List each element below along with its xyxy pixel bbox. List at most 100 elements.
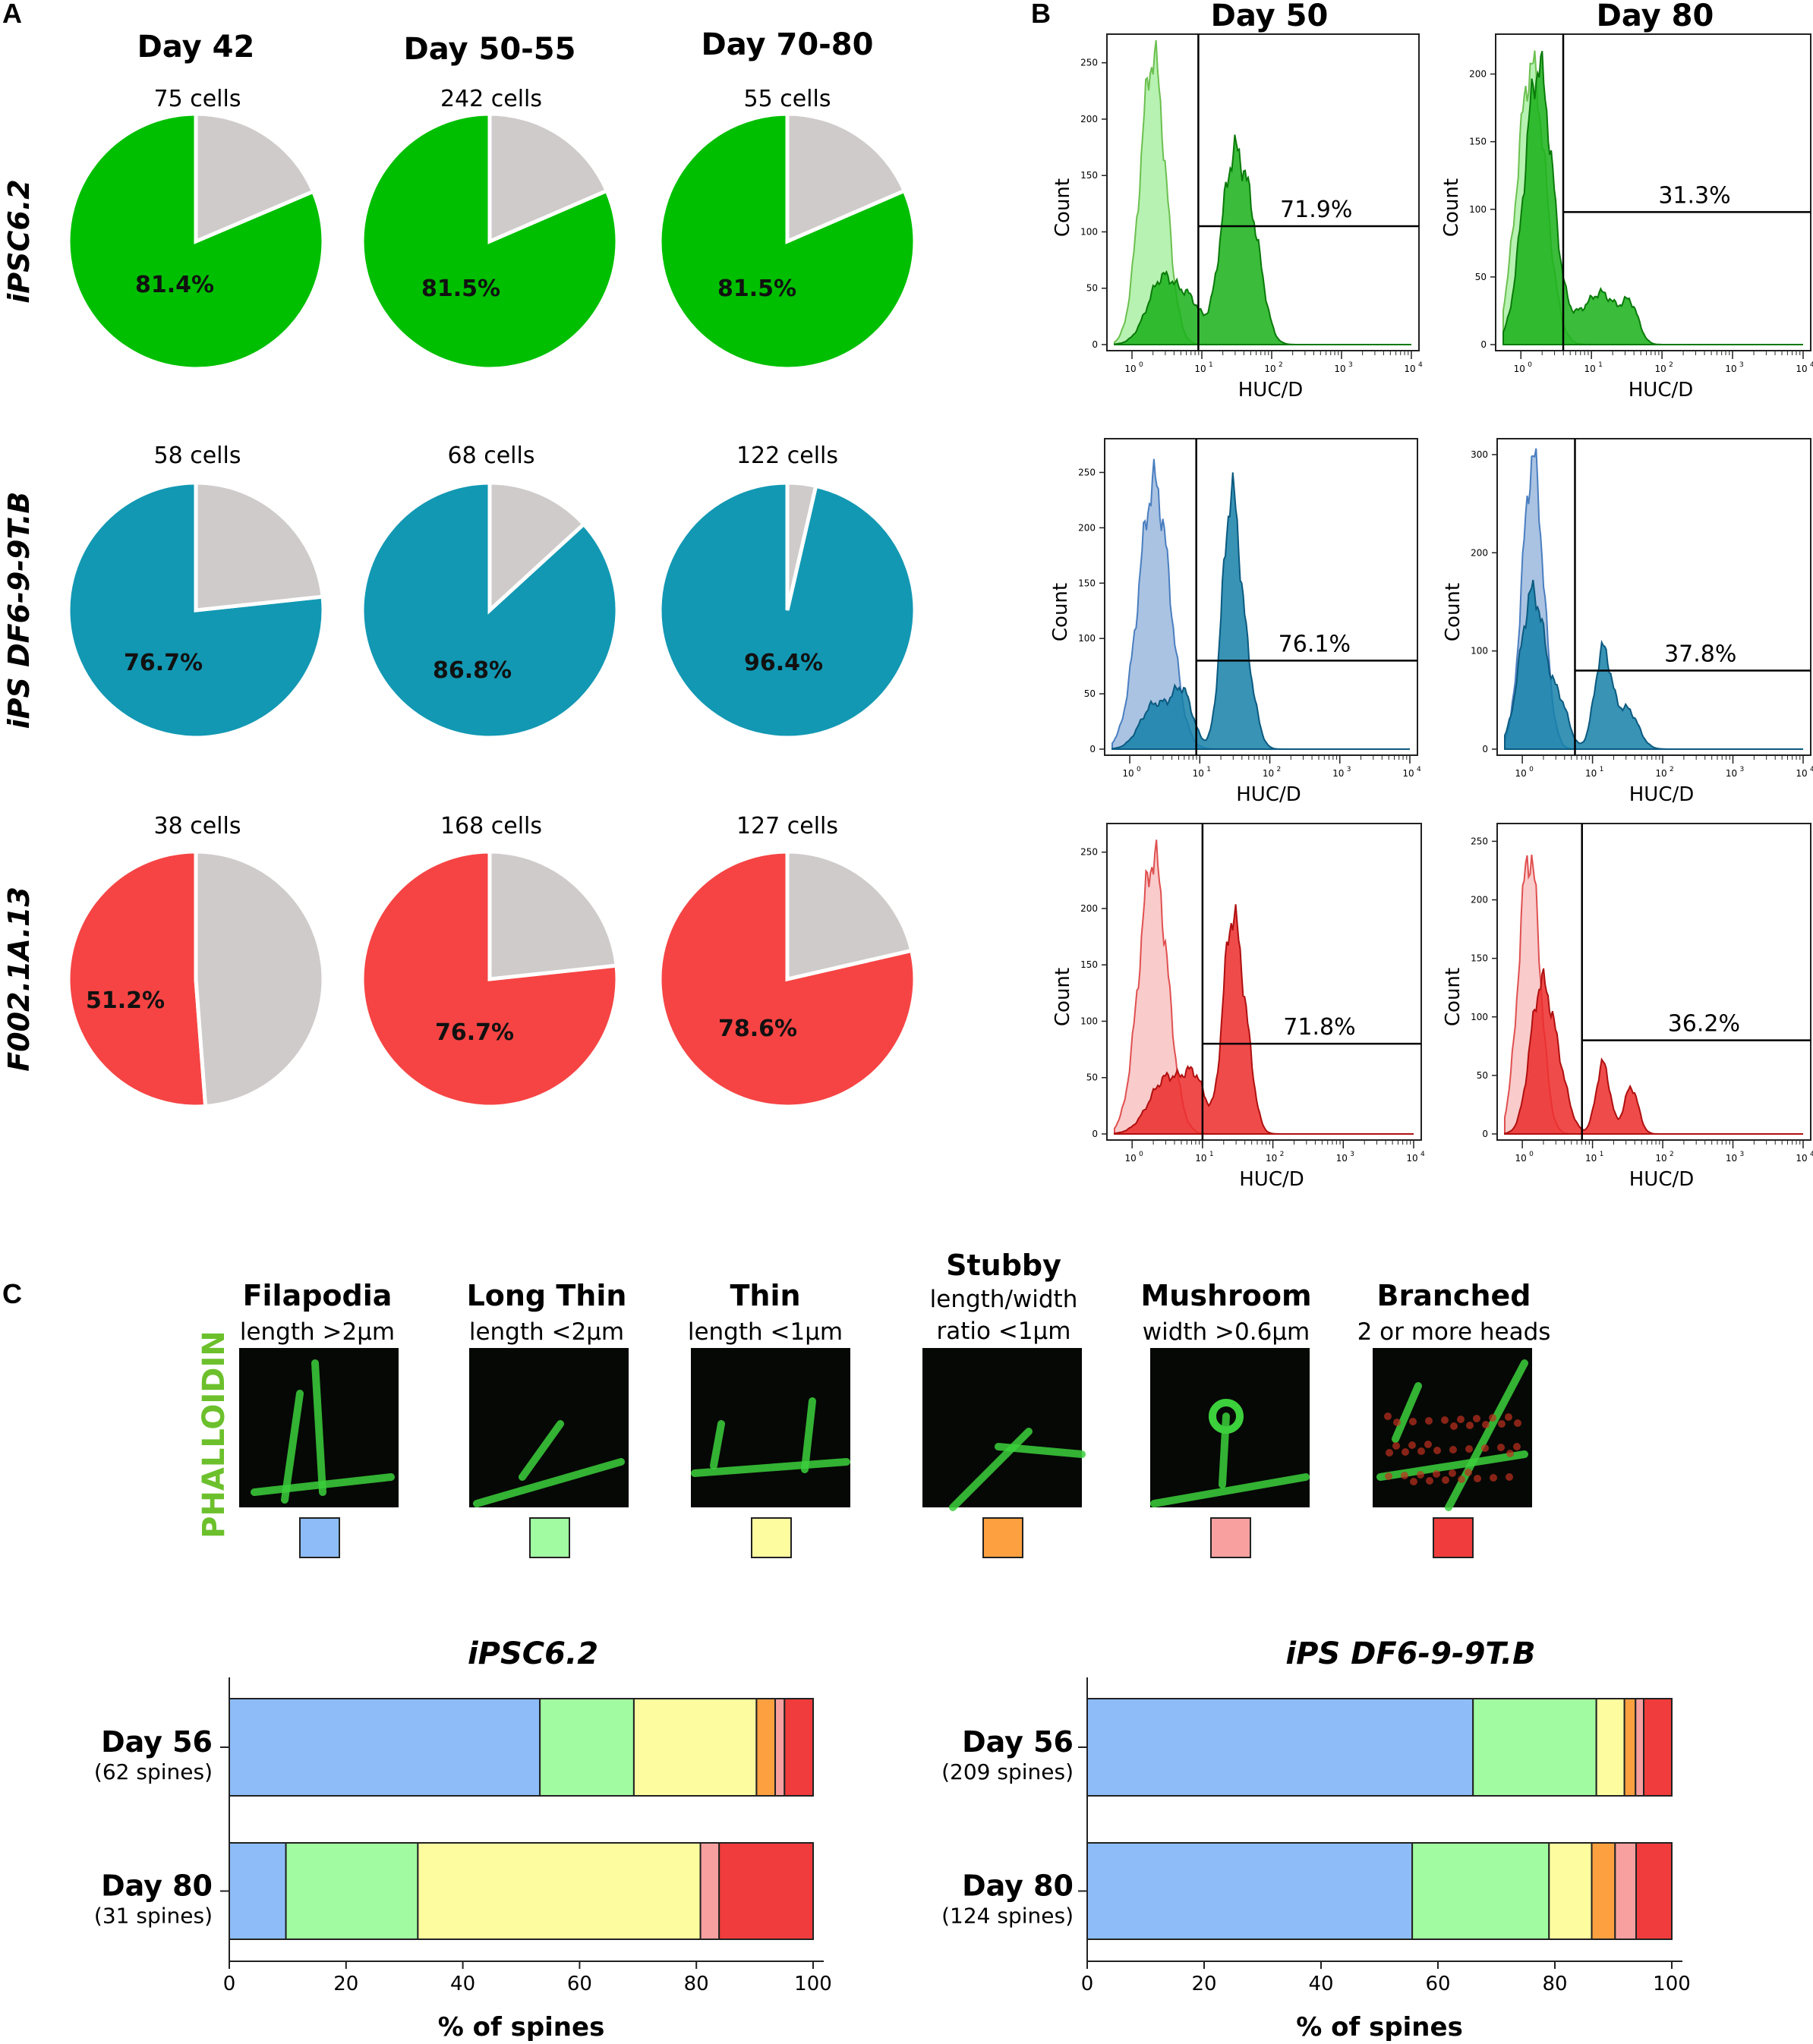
- histogram-x-tick-label: 10: [1725, 364, 1736, 374]
- micrograph-puncta: [1449, 1469, 1456, 1477]
- micrograph-puncta: [1384, 1413, 1392, 1420]
- micrograph-dendrite: [995, 1443, 1086, 1458]
- histogram-x-tick-label: 10: [1263, 768, 1274, 779]
- spine-color-swatch: [982, 1517, 1023, 1558]
- histogram-y-tick-label: 200: [1080, 114, 1098, 124]
- pie-column-header: Day 70-80: [702, 27, 874, 62]
- histogram-x-tick-exponent: 4: [1417, 766, 1421, 773]
- histogram-x-tick-exponent: 3: [1347, 766, 1351, 773]
- bar-spine-count: (62 spines): [94, 1759, 213, 1784]
- bar-segment: [1614, 1842, 1638, 1940]
- histogram-x-tick-label: 10: [1796, 1153, 1807, 1164]
- histogram-x-tick-label: 10: [1124, 364, 1136, 374]
- micrograph-puncta: [1408, 1441, 1416, 1449]
- bar-segment: [1548, 1842, 1593, 1940]
- histogram-y-tick-label: 0: [1089, 744, 1096, 754]
- bar-segment: [632, 1698, 758, 1797]
- micrograph-puncta: [1497, 1444, 1505, 1451]
- histogram-y-tick-label: 200: [1469, 69, 1487, 80]
- bar-segment: [539, 1698, 635, 1797]
- histogram-x-tick-exponent: 2: [1670, 766, 1674, 773]
- micrograph-spine-head: [1209, 1399, 1244, 1434]
- spine-type-criteria: length <1µm: [688, 1318, 843, 1346]
- pie-cell-count: 38 cells: [154, 813, 241, 839]
- pie-slice-negative: [194, 480, 325, 613]
- histogram-gate-percent: 71.8%: [1283, 1014, 1355, 1041]
- histogram-x-tick-label: 10: [1726, 1153, 1737, 1164]
- histogram-x-tick-exponent: 0: [1139, 361, 1143, 369]
- micrograph-puncta: [1410, 1478, 1417, 1485]
- spine-color-swatch: [751, 1517, 792, 1558]
- histogram-x-tick-label: 10: [1194, 364, 1206, 374]
- histogram-y-tick-label: 250: [1078, 467, 1096, 477]
- micrograph-puncta: [1402, 1448, 1409, 1456]
- pie-slice-negative: [194, 112, 316, 244]
- micrograph-dendrite: [519, 1420, 564, 1481]
- histogram-y-tick-label: 0: [1482, 744, 1488, 754]
- micrograph-puncta: [1433, 1470, 1440, 1478]
- pie-percent-label: 81.4%: [135, 272, 214, 298]
- pie-slice-negative: [194, 849, 326, 1109]
- micrograph-dendrite: [1392, 1382, 1422, 1443]
- pie-row-label: iPS DF6-9-9T.B: [2, 492, 36, 729]
- micrograph-background: [691, 1348, 850, 1507]
- bar-x-tick-label: 20: [1191, 1973, 1216, 1995]
- micrograph-puncta: [1393, 1419, 1401, 1426]
- pie-percent-label: 81.5%: [421, 276, 500, 302]
- bar-x-tick-label: 80: [1542, 1973, 1567, 1995]
- histogram-y-tick-label: 150: [1078, 578, 1096, 588]
- micrograph-puncta: [1465, 1469, 1472, 1476]
- spine-color-swatch: [1210, 1517, 1251, 1558]
- bar-segment: [1086, 1842, 1414, 1940]
- histogram-y-tick-label: 50: [1084, 688, 1096, 699]
- bar-segment: [774, 1698, 786, 1797]
- histogram-y-tick-label: 100: [1471, 646, 1488, 657]
- histogram-y-tick-label: 200: [1471, 547, 1488, 558]
- histogram-x-label: HUC/D: [1629, 1168, 1695, 1191]
- bar-segment: [718, 1842, 814, 1940]
- histogram-y-tick-label: 50: [1475, 272, 1487, 282]
- histogram-x-label: HUC/D: [1239, 1168, 1304, 1191]
- histogram-x-tick-label: 10: [1655, 1153, 1666, 1164]
- histogram-y-tick-label: 200: [1078, 522, 1096, 533]
- pie-slice-negative: [785, 480, 818, 611]
- spine-micrograph: [1373, 1348, 1532, 1511]
- spine-color-swatch: [1433, 1517, 1474, 1558]
- histogram-y-tick-label: 50: [1477, 1070, 1488, 1081]
- pie-percent-label: 86.8%: [433, 657, 512, 684]
- histogram-x-tick-label: 10: [1404, 364, 1415, 374]
- histogram-x-tick-label: 10: [1515, 768, 1526, 779]
- histogram-x-tick-label: 10: [1125, 1153, 1137, 1164]
- histogram-x-tick-exponent: 0: [1528, 361, 1532, 369]
- pie-slice-negative: [487, 480, 587, 615]
- pie-percent-label: 96.4%: [744, 650, 823, 676]
- micrograph-puncta: [1489, 1414, 1496, 1422]
- micrograph-puncta: [1442, 1476, 1449, 1484]
- histogram-x-label: HUC/D: [1629, 379, 1694, 402]
- histogram-x-tick-label: 10: [1406, 1153, 1417, 1164]
- bar-segment: [1086, 1698, 1474, 1797]
- panel-label-a: A: [2, 0, 22, 29]
- histogram-x-tick-exponent: 1: [1600, 1151, 1604, 1158]
- histogram-x-tick-exponent: 1: [1209, 1151, 1214, 1158]
- histogram-x-tick-exponent: 1: [1209, 361, 1213, 369]
- pie-cell-count: 68 cells: [448, 442, 535, 469]
- histogram-y-tick-label: 100: [1471, 1012, 1488, 1022]
- histogram-y-tick-label: 0: [1092, 1129, 1098, 1139]
- pie-slice-positive: [66, 849, 208, 1109]
- pie-cell-count: 127 cells: [736, 813, 838, 839]
- histogram-x-tick-exponent: 1: [1600, 766, 1604, 773]
- spine-type-title: Filapodia: [243, 1279, 393, 1312]
- bar-segment: [417, 1842, 702, 1940]
- bar-segment: [1623, 1698, 1637, 1797]
- histogram-x-tick-exponent: 2: [1669, 361, 1673, 369]
- pie-percent-label: 76.7%: [124, 650, 203, 676]
- histogram-gate-percent: 37.8%: [1664, 641, 1736, 668]
- spine-type-criteria-line: ratio <1µm: [937, 1318, 1071, 1345]
- histogram-y-tick-label: 200: [1080, 903, 1098, 914]
- histogram-x-tick-label: 10: [1796, 364, 1807, 374]
- spine-type-title: Thin: [730, 1279, 800, 1312]
- histogram-y-tick-label: 100: [1080, 1016, 1098, 1026]
- bar-segment: [1411, 1842, 1550, 1940]
